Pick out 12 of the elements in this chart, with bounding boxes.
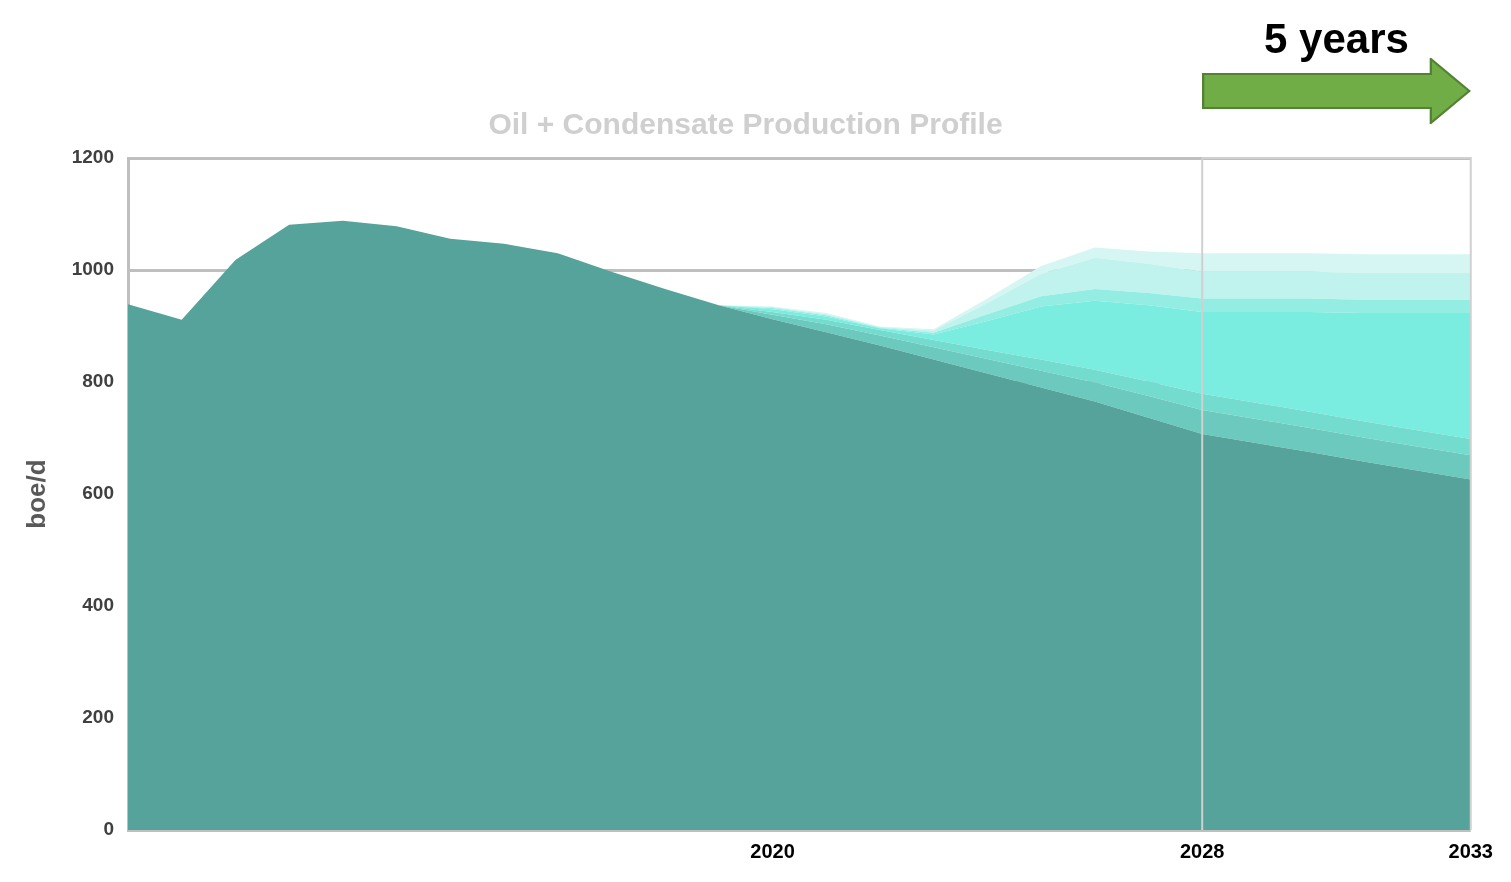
x-tick-label: 2020 bbox=[750, 839, 795, 862]
x-tick-label: 2033 bbox=[1448, 839, 1493, 862]
y-axis-title: boe/d bbox=[20, 459, 51, 529]
y-tick-label: 1200 bbox=[71, 146, 114, 168]
x-tick-label: 2028 bbox=[1179, 839, 1225, 862]
y-tick-label: 400 bbox=[82, 594, 114, 616]
y-tick-label: 200 bbox=[82, 706, 114, 728]
y-tick-label: 600 bbox=[82, 482, 114, 504]
y-tick-label: 800 bbox=[82, 370, 114, 392]
text: 5 years bbox=[1264, 15, 1409, 62]
y-tick-label: 1000 bbox=[71, 258, 114, 280]
y-tick-label: 0 bbox=[103, 818, 114, 840]
